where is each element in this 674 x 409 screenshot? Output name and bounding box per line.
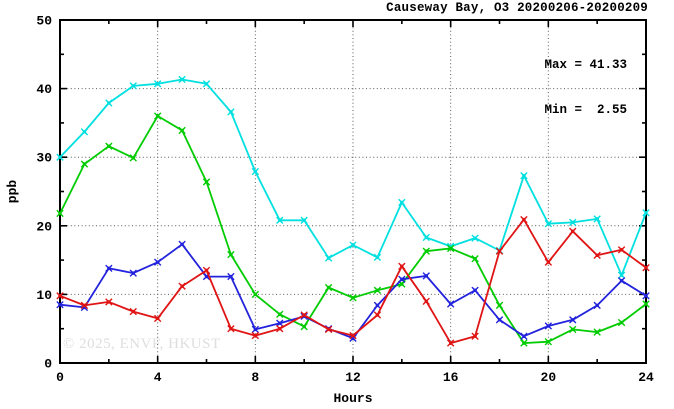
y-tick-label: 0: [44, 357, 52, 372]
x-tick-label: 0: [56, 370, 64, 385]
min-value-label: Min = 2.55: [544, 103, 627, 117]
watermark: © 2025, ENVF, HKUST: [63, 336, 221, 352]
max-value-label: Max = 41.33: [544, 58, 627, 72]
y-axis-label: ppb: [5, 180, 20, 204]
x-tick-label: 16: [443, 370, 459, 385]
stats-annotation: Max = 41.33 Min = 2.55: [544, 28, 627, 148]
series-4-red-line: [59, 218, 647, 345]
x-axis-label: Hours: [333, 391, 372, 406]
grid-lines: [60, 20, 646, 363]
x-tick-label: 24: [638, 370, 654, 385]
x-tick-label: 20: [541, 370, 557, 385]
x-tick-labels: 0 4 8 12 16 20 24: [56, 370, 654, 385]
series-2-green-line: [59, 115, 647, 345]
y-tick-label: 40: [36, 82, 52, 97]
chart-title: Causeway Bay, O3 20200206-20200209: [386, 1, 648, 15]
y-tick-label: 50: [36, 14, 52, 29]
x-tick-label: 4: [154, 370, 162, 385]
x-tick-label: 8: [251, 370, 259, 385]
y-tick-label: 10: [36, 288, 52, 303]
y-tick-label: 30: [36, 151, 52, 166]
x-tick-label: 12: [345, 370, 361, 385]
y-tick-labels: 0 10 20 30 40 50: [36, 14, 52, 372]
axis-ticks: [59, 19, 647, 364]
series-3-blue-line: [59, 243, 647, 340]
y-tick-label: 20: [36, 219, 52, 234]
series-1-cyan-line: [59, 78, 647, 277]
